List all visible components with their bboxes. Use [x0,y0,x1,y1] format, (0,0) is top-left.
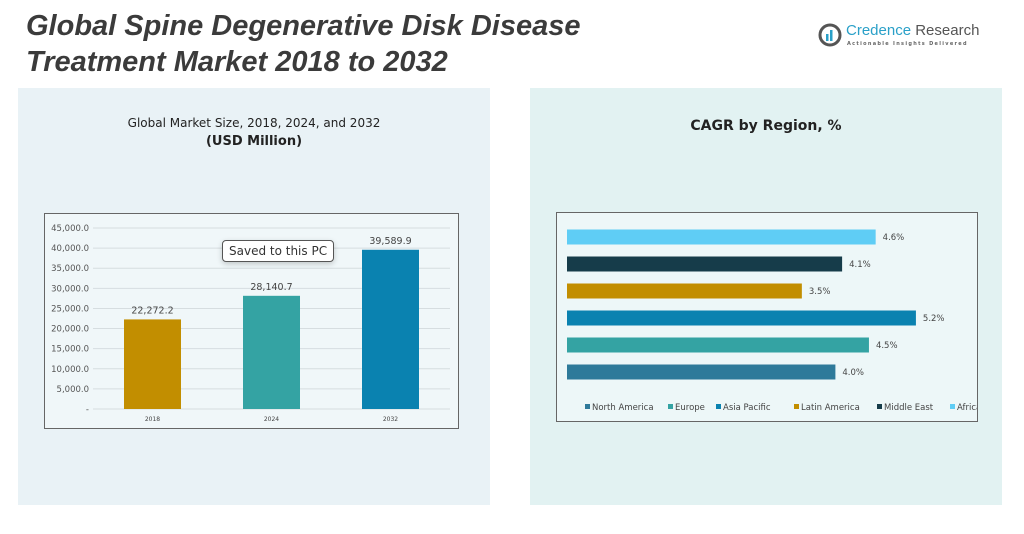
bar-middle-east [567,256,843,272]
x-tick-label: 2032 [383,416,398,423]
y-tick-label: 25,000.0 [51,304,89,314]
bar-asia-pacific [567,310,916,326]
data-label: 4.5% [876,341,898,351]
bar-africa [567,229,876,245]
bar-2018 [124,319,181,409]
y-tick-label: 35,000.0 [51,264,89,274]
y-tick-label: 5,000.0 [57,385,89,395]
data-label: 22,272.2 [131,305,173,316]
y-tick-label: 10,000.0 [51,365,89,375]
bar-latin-america [567,283,802,299]
legend-item: Asia Pacific [723,403,771,413]
y-tick-label: 15,000.0 [51,345,89,355]
logo-name-2: Research [915,22,980,39]
legend-swatch [716,404,721,409]
bar-2032 [362,249,419,409]
legend-item: Middle East [884,403,934,413]
y-tick-label: 45,000.0 [51,224,89,234]
legend-swatch [950,404,955,409]
title-line-2: Treatment Market 2018 to 2032 [26,46,448,78]
bar-north-america [567,364,836,380]
data-label: 3.5% [809,287,831,297]
credence-research-logo: Credence Research Actionable Insights De… [818,22,988,52]
legend-item: Europe [675,403,705,413]
legend-item: Latin America [801,403,860,413]
saved-tooltip: Saved to this PC [222,240,335,262]
chart-title: Global Market Size, 2018, 2024, and 2032 [127,116,381,130]
y-tick-label: 30,000.0 [51,284,89,294]
title-line-1: Global Spine Degenerative Disk Disease [26,10,581,42]
bar-europe [567,337,869,353]
data-label: 39,589.9 [369,236,411,247]
legend-swatch [585,404,590,409]
y-tick-label: 40,000.0 [51,244,89,254]
chart-title: CAGR by Region, % [690,118,842,134]
logo-name-1: Credence [846,22,912,39]
legend-item: North America [592,403,654,413]
chart-subtitle: (USD Million) [205,134,303,149]
data-label: 4.1% [849,260,871,270]
cagr-chart: 4.0% 4.5% 5.2% 3.5% 4.1% 4.6% North America Eur… [556,212,981,422]
legend-swatch [877,404,882,409]
y-tick-label: 20,000.0 [51,325,89,335]
legend-swatch [794,404,799,409]
data-label: 4.6% [883,233,905,243]
legend-item: Africa [957,403,977,413]
data-label: 28,140.7 [250,282,292,293]
bar-2024 [243,295,300,409]
logo-tagline: Actionable Insights Delivered [847,41,968,47]
legend-swatch [668,404,673,409]
x-tick-label: 2024 [264,416,279,423]
y-tick-label: - [86,405,89,415]
logo-icon [818,23,842,47]
data-label: 5.2% [923,314,945,324]
page-title: Global Spine Degenerative Disk Disease T… [26,8,580,80]
x-tick-label: 2018 [145,416,160,423]
data-label: 4.0% [842,368,864,378]
